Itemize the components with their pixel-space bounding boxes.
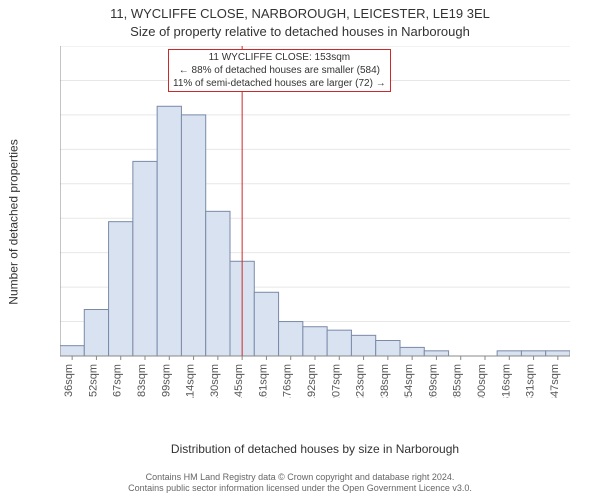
svg-text:114sqm: 114sqm: [185, 364, 197, 398]
annotation-line2: ← 88% of detached houses are smaller (58…: [173, 64, 386, 77]
svg-text:145sqm: 145sqm: [233, 364, 245, 398]
footer-line2: Contains public sector information licen…: [0, 483, 600, 494]
svg-text:316sqm: 316sqm: [500, 364, 512, 398]
svg-text:269sqm: 269sqm: [427, 364, 439, 398]
y-axis-label: Number of detached properties: [6, 46, 22, 398]
svg-text:207sqm: 207sqm: [330, 364, 342, 398]
svg-text:331sqm: 331sqm: [525, 364, 537, 398]
svg-text:347sqm: 347sqm: [549, 364, 561, 398]
svg-text:223sqm: 223sqm: [355, 364, 367, 398]
svg-text:99sqm: 99sqm: [160, 364, 172, 397]
svg-text:83sqm: 83sqm: [136, 364, 148, 397]
svg-text:130sqm: 130sqm: [209, 364, 221, 398]
svg-text:36sqm: 36sqm: [63, 364, 75, 397]
annotation-line3: 11% of semi-detached houses are larger (…: [173, 77, 386, 90]
svg-text:300sqm: 300sqm: [476, 364, 488, 398]
chart-title-line2: Size of property relative to detached ho…: [0, 24, 600, 39]
svg-text:254sqm: 254sqm: [403, 364, 415, 398]
property-annotation-box: 11 WYCLIFFE CLOSE: 153sqm ← 88% of detac…: [168, 49, 391, 92]
footer-line1: Contains HM Land Registry data © Crown c…: [0, 472, 600, 483]
x-axis-label: Distribution of detached houses by size …: [60, 442, 570, 456]
svg-text:67sqm: 67sqm: [112, 364, 124, 397]
svg-text:176sqm: 176sqm: [282, 364, 294, 398]
chart-title-line1: 11, WYCLIFFE CLOSE, NARBOROUGH, LEICESTE…: [0, 6, 600, 21]
svg-text:285sqm: 285sqm: [452, 364, 464, 398]
annotation-line1: 11 WYCLIFFE CLOSE: 153sqm: [173, 51, 386, 64]
svg-text:52sqm: 52sqm: [87, 364, 99, 397]
svg-text:192sqm: 192sqm: [306, 364, 318, 398]
svg-text:238sqm: 238sqm: [379, 364, 391, 398]
svg-text:161sqm: 161sqm: [257, 364, 269, 398]
footer-attribution: Contains HM Land Registry data © Crown c…: [0, 472, 600, 495]
histogram-plot: 02040608010012014016018036sqm52sqm67sqm8…: [60, 46, 570, 398]
